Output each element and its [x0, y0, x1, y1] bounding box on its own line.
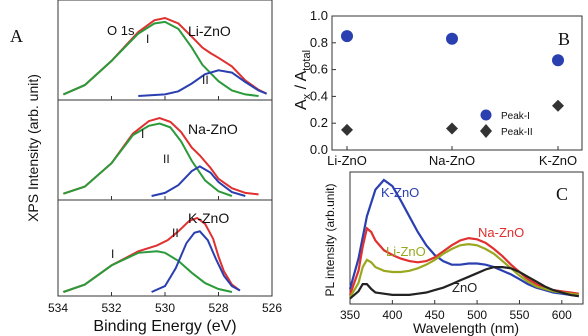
subplot-title-li: Li-ZnO — [188, 23, 231, 39]
curve-peak-II — [151, 230, 241, 293]
x-tick-label: 534 — [48, 301, 68, 315]
panel-a-curves — [63, 16, 268, 293]
x-tick-label: 350 — [340, 308, 360, 322]
x-tick-label: 600 — [552, 308, 572, 322]
peak-label-li-ii: II — [202, 73, 209, 87]
panel-b-frame — [331, 15, 583, 151]
curve-peak-I — [63, 122, 233, 197]
panel-b-legend: Peak-I Peak-II — [480, 109, 533, 138]
curve-peak-II — [138, 69, 267, 97]
peak-label-k-i: I — [111, 247, 114, 261]
curve-data — [63, 17, 267, 96]
legend-diamond-marker — [480, 124, 492, 138]
panel-c-frame — [349, 171, 584, 305]
point-peak-ii — [446, 122, 458, 135]
pl-curve-k-zno — [348, 178, 579, 298]
panel-b: 0.0 0.2 0.4 0.6 0.8 1.0 Li-ZnO Na-ZnO K-ZnO B Ax… — [293, 8, 583, 168]
peak-label-na-ii: II — [163, 152, 170, 166]
panel-a-y-label: XPS Intensity (arb. unit) — [25, 74, 41, 222]
x-tick-label: 532 — [101, 301, 121, 315]
panel-c: 350 400 450 500 550 600 C K-ZnO Na-ZnO Li-ZnO… — [323, 171, 584, 336]
series-label-k: K-ZnO — [381, 185, 419, 200]
x-tick-label: 530 — [155, 301, 175, 315]
y-tick-label: 0.8 — [310, 35, 328, 50]
curve-peak-I — [63, 20, 259, 97]
legend-peak-i: Peak-I — [501, 111, 530, 122]
legend-circle-marker — [480, 109, 492, 121]
panel-c-x-ticks: 350 400 450 500 550 600 — [340, 300, 572, 322]
peak-label-na-i: I — [141, 127, 144, 141]
panel-a-x-label: Binding Energy (eV) — [93, 318, 236, 335]
pl-curve-na-zno — [348, 226, 579, 296]
subplot-title-k: K-ZnO — [188, 210, 229, 226]
point-peak-i — [446, 32, 458, 45]
point-peak-i — [552, 54, 564, 67]
panel-b-y-label: Ax / Atotal — [293, 50, 313, 110]
y-tick-label: 1.0 — [310, 8, 328, 23]
point-peak-i — [341, 30, 353, 43]
panel-a-x-ticks: 534 532 530 528 526 — [48, 96, 282, 315]
subplot-title-na: Na-ZnO — [188, 121, 238, 137]
x-tick-label: 526 — [262, 301, 282, 315]
curve-peak-I — [63, 250, 233, 293]
peak-label-k-ii: II — [172, 226, 179, 240]
panel-a: 534 532 530 528 526 A O 1s Li-ZnO Na-ZnO K-Z… — [10, 0, 282, 335]
panel-b-letter: B — [558, 29, 570, 49]
x-tick-label: 550 — [509, 308, 529, 322]
y-tick-label: 0.0 — [310, 142, 328, 157]
category-label: Na-ZnO — [429, 153, 475, 168]
series-label-zno: ZnO — [452, 280, 477, 295]
category-label: Li-ZnO — [327, 153, 367, 168]
series-label-li: Li-ZnO — [386, 244, 426, 259]
panel-a-frame-mid — [57, 99, 273, 201]
x-tick-label: 500 — [467, 308, 487, 322]
panel-a-letter: A — [10, 26, 23, 46]
panel-c-curves — [348, 178, 579, 300]
y-tick-label: 0.6 — [310, 62, 328, 77]
x-tick-label: 450 — [425, 308, 445, 322]
legend-peak-ii: Peak-II — [501, 127, 533, 138]
peak-label-li-i: I — [146, 32, 149, 46]
annotation-o1s: O 1s — [107, 23, 135, 38]
panel-c-x-label: Wavelength (nm) — [413, 320, 519, 336]
series-label-na: Na-ZnO — [478, 225, 524, 240]
y-tick-label: 0.4 — [310, 88, 328, 103]
x-tick-label: 400 — [382, 308, 402, 322]
category-label: K-ZnO — [539, 153, 577, 168]
panel-c-letter: C — [556, 184, 568, 204]
point-peak-ii — [341, 123, 353, 136]
curve-fit-sum — [63, 16, 268, 96]
pl-curve-li-zno — [349, 242, 579, 298]
panel-a-frame-top — [57, 0, 273, 101]
panel-b-points — [341, 30, 564, 136]
y-tick-label: 0.2 — [310, 115, 328, 130]
x-tick-label: 528 — [208, 301, 228, 315]
panel-b-axes: 0.0 0.2 0.4 0.6 0.8 1.0 Li-ZnO Na-ZnO K-ZnO — [310, 8, 577, 168]
pl-curve-zno — [349, 266, 579, 300]
point-peak-ii — [552, 99, 564, 112]
curve-peak-II — [151, 165, 246, 197]
panel-c-y-label: PL intensity (arb.unit) — [323, 184, 337, 297]
